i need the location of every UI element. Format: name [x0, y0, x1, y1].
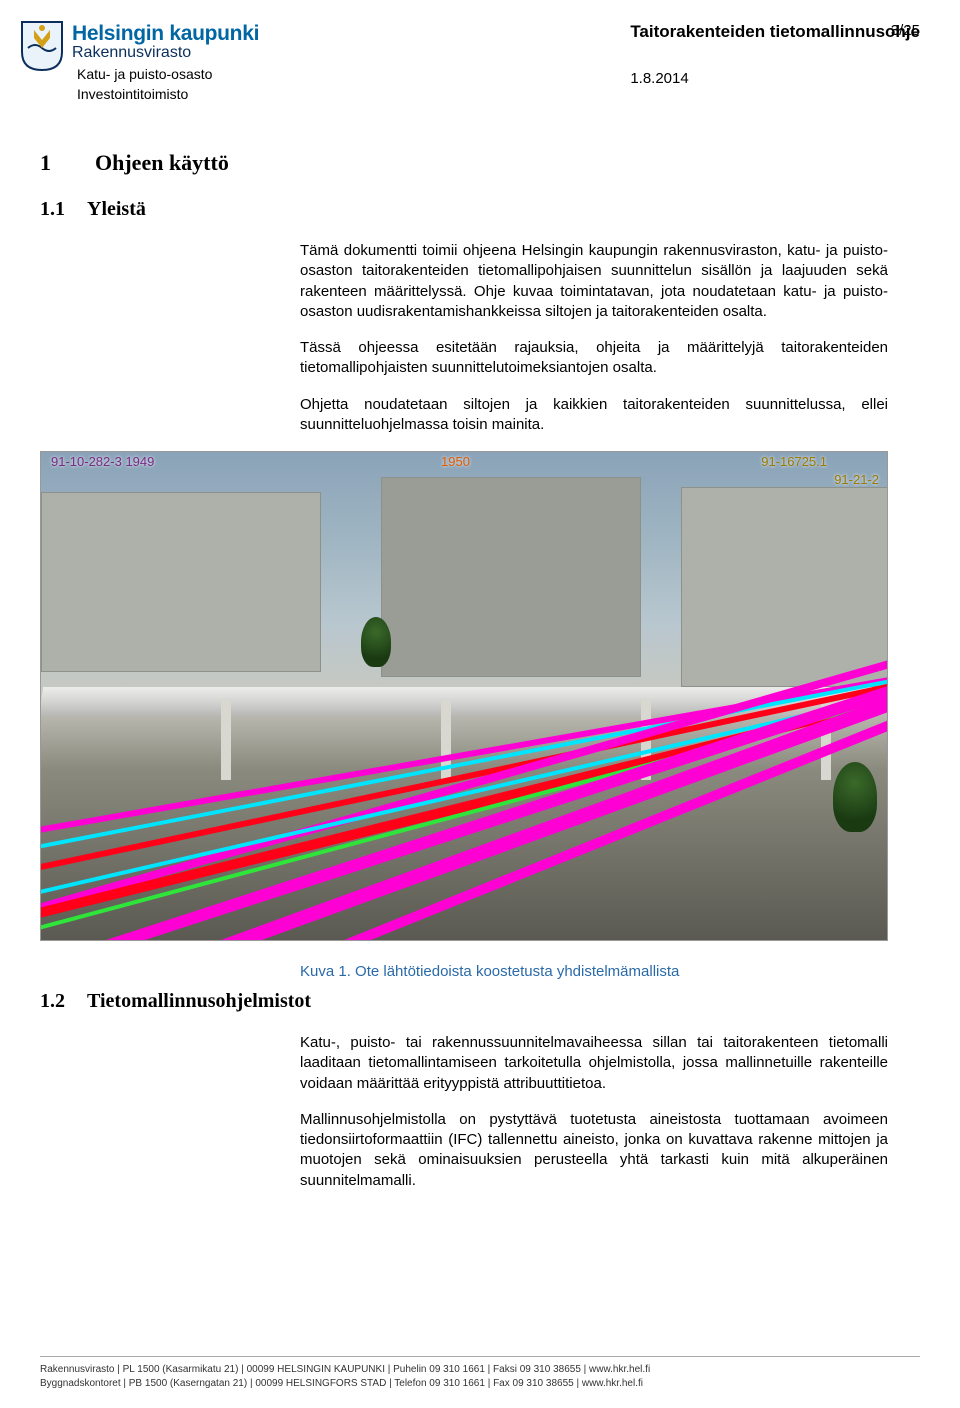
para-1-2-2: Mallinnusohjelmistolla on pystyttävä tuo…	[300, 1110, 888, 1191]
heading-1-1-title: Yleistä	[87, 198, 146, 221]
cad-lines	[41, 452, 887, 940]
page-header: Helsingin kaupunki Rakennusvirasto Katu-…	[0, 0, 960, 110]
dept-line1: Katu- ja puisto-osasto	[72, 66, 259, 82]
para-1-1-1: Tämä dokumentti toimii ohjeena Helsingin…	[300, 241, 888, 322]
doc-date: 1.8.2014	[630, 70, 920, 87]
para-1-1-3: Ohjetta noudatetaan siltojen ja kaikkien…	[300, 395, 888, 436]
page-footer: Rakennusvirasto | PL 1500 (Kasarmikatu 2…	[40, 1356, 920, 1390]
heading-1-1: 1.1 Yleistä	[40, 198, 888, 221]
header-right: Taitorakenteiden tietomallinnusohje 1.8.…	[630, 20, 920, 102]
footer-line2: Byggnadskontoret | PB 1500 (Kaserngatan …	[40, 1377, 920, 1391]
dept-line2: Investointitoimisto	[72, 86, 259, 102]
page-number: 3/25	[891, 22, 920, 39]
helsinki-crest-icon	[20, 20, 64, 72]
org-main: Helsingin kaupunki	[72, 22, 259, 46]
para-1-1-2: Tässä ohjeessa esitetään rajauksia, ohje…	[300, 338, 888, 379]
footer-line1: Rakennusvirasto | PL 1500 (Kasarmikatu 2…	[40, 1363, 920, 1377]
heading-1-2-num: 1.2	[40, 990, 65, 1013]
body-col-1-1: Tämä dokumentti toimii ohjeena Helsingin…	[300, 241, 888, 435]
heading-1-1-num: 1.1	[40, 198, 65, 221]
para-1-2-1: Katu-, puisto- tai rakennussuunnitelmava…	[300, 1033, 888, 1094]
logo-block: Helsingin kaupunki Rakennusvirasto Katu-…	[20, 20, 259, 102]
org-sub: Rakennusvirasto	[72, 44, 259, 62]
fig-label-r2: 91-21-2	[834, 472, 879, 487]
figure-1: 91-10-282-3 1949 1950 91-16725.1 91-21-2	[40, 451, 888, 941]
fig-label-left: 91-10-282-3 1949	[51, 454, 154, 469]
figure-caption: Kuva 1. Ote lähtötiedoista koostetusta y…	[300, 963, 888, 980]
doc-title: Taitorakenteiden tietomallinnusohje	[630, 22, 920, 42]
fig-label-r1: 91-16725.1	[761, 454, 827, 469]
fig-label-mid: 1950	[441, 454, 470, 469]
heading-1-2: 1.2 Tietomallinnusohjelmistot	[40, 990, 888, 1013]
body-col-1-2: Katu-, puisto- tai rakennussuunnitelmava…	[300, 1033, 888, 1191]
heading-1-title: Ohjeen käyttö	[95, 150, 229, 176]
heading-1-num: 1	[40, 150, 51, 176]
main-content: 1 Ohjeen käyttö 1.1 Yleistä Tämä dokumen…	[0, 110, 960, 1191]
heading-1-2-title: Tietomallinnusohjelmistot	[87, 990, 311, 1013]
heading-1: 1 Ohjeen käyttö	[40, 150, 888, 176]
org-text: Helsingin kaupunki Rakennusvirasto	[72, 20, 259, 62]
